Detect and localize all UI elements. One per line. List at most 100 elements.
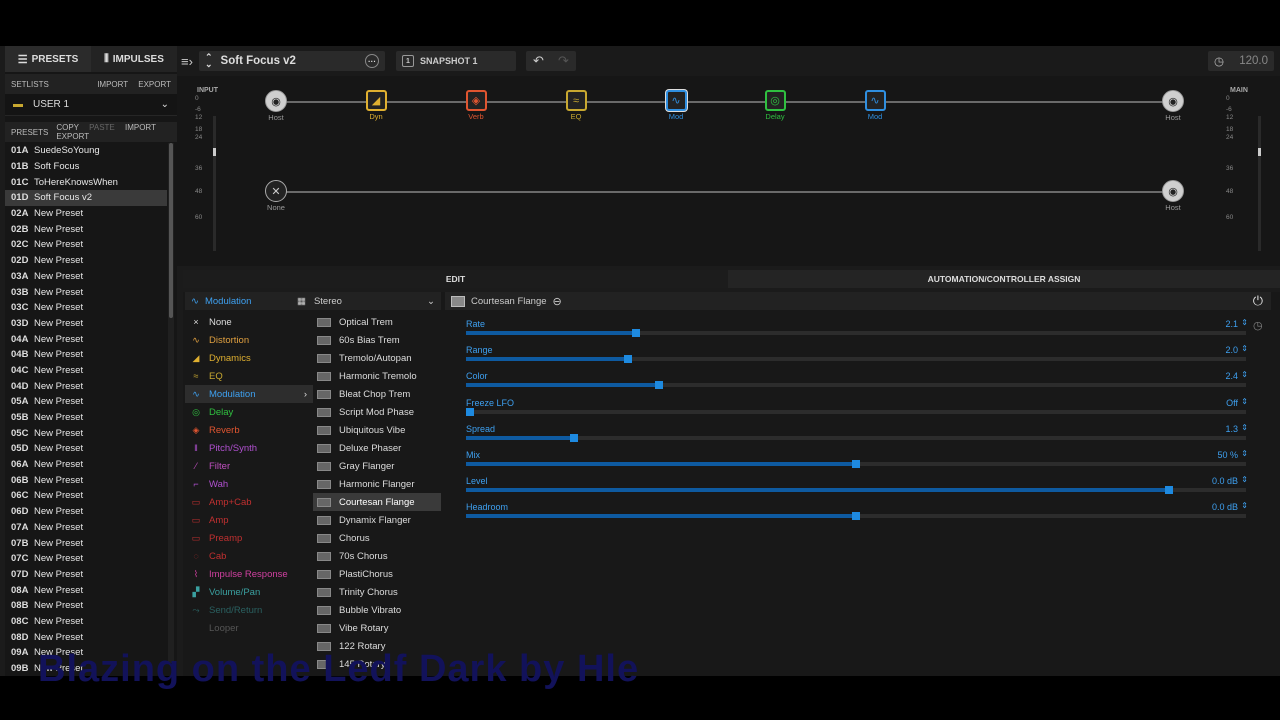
slider-handle[interactable]: [632, 329, 640, 337]
param-headroom[interactable]: Headroom 0.0 dB ⇕: [466, 501, 1248, 528]
preset-item[interactable]: 05A New Preset: [5, 394, 167, 410]
snapshot-button[interactable]: 1 SNAPSHOT 1: [396, 51, 516, 71]
preset-item[interactable]: 08B New Preset: [5, 598, 167, 614]
preset-item[interactable]: 07A New Preset: [5, 520, 167, 536]
param-slider[interactable]: [466, 433, 1246, 442]
model-item[interactable]: Trinity Chorus: [313, 583, 441, 601]
block-host[interactable]: ◉ Host: [1158, 180, 1188, 212]
param-value[interactable]: 2.1: [1225, 319, 1238, 329]
model-item[interactable]: Deluxe Phaser: [313, 439, 441, 457]
model-item[interactable]: Courtesan Flange: [313, 493, 441, 511]
preset-item[interactable]: 04C New Preset: [5, 363, 167, 379]
chevron-down-icon[interactable]: ⌄: [427, 295, 435, 307]
model-item[interactable]: 60s Bias Trem: [313, 331, 441, 349]
block-none[interactable]: ✕ None: [261, 180, 291, 212]
category-item[interactable]: ◢ Dynamics: [185, 349, 313, 367]
param-value[interactable]: 0.0 dB: [1211, 476, 1238, 487]
preset-item[interactable]: 04D New Preset: [5, 378, 167, 394]
preset-item[interactable]: 05D New Preset: [5, 441, 167, 457]
param-mix[interactable]: Mix 50 % ⇕: [466, 449, 1248, 476]
preset-import-button[interactable]: IMPORT: [124, 123, 156, 132]
power-icon[interactable]: ⏻: [1252, 293, 1263, 308]
slider-handle[interactable]: [570, 433, 578, 442]
scrollbar-thumb[interactable]: [169, 143, 173, 318]
model-item[interactable]: Ubiquitous Vibe: [313, 421, 441, 439]
tab-edit[interactable]: EDIT: [183, 270, 728, 288]
param-slider[interactable]: [466, 355, 1246, 364]
param-slider[interactable]: [466, 329, 1246, 337]
preset-item[interactable]: 01D Soft Focus v2: [5, 190, 167, 206]
more-icon[interactable]: ···: [365, 54, 379, 68]
model-item[interactable]: Vibe Rotary: [313, 619, 441, 637]
stepper-icon[interactable]: ⇕: [1241, 501, 1248, 511]
param-rate[interactable]: Rate 2.1 ⇕: [466, 318, 1248, 345]
preset-item[interactable]: 09B New Preset: [5, 661, 167, 676]
setlist-export-button[interactable]: EXPORT: [138, 79, 171, 89]
category-item[interactable]: ◌ Cab: [185, 547, 313, 565]
stepper-icon[interactable]: ⇕: [1241, 344, 1248, 354]
model-item[interactable]: 122 Rotary: [313, 637, 441, 655]
preset-name-field[interactable]: ⌃ ⌄ Soft Focus v2 ···: [199, 51, 385, 71]
category-item[interactable]: ⌇ Impulse Response: [185, 565, 313, 583]
category-item[interactable]: ▞ Volume/Pan: [185, 583, 313, 601]
link-icon[interactable]: ⊖: [552, 295, 562, 308]
block-verb[interactable]: ◈ Verb: [461, 90, 491, 121]
preset-item[interactable]: 06C New Preset: [5, 488, 167, 504]
model-item[interactable]: Harmonic Tremolo: [313, 367, 441, 385]
tempo-sync-icon[interactable]: ◷: [1253, 320, 1263, 332]
param-level[interactable]: Level 0.0 dB ⇕: [466, 475, 1248, 502]
category-item[interactable]: ▭ Amp: [185, 511, 313, 529]
preset-item[interactable]: 05B New Preset: [5, 410, 167, 426]
category-item[interactable]: ‖ Pitch/Synth: [185, 439, 313, 457]
category-item[interactable]: ≈ EQ: [185, 367, 313, 385]
category-item[interactable]: ▭ Amp+Cab: [185, 493, 313, 511]
preset-item[interactable]: 01A SuedeSoYoung: [5, 143, 167, 159]
param-value[interactable]: 50 %: [1217, 450, 1238, 460]
block-dyn[interactable]: ◢ Dyn: [361, 90, 391, 121]
preset-item[interactable]: 08D New Preset: [5, 629, 167, 645]
slider-handle[interactable]: [466, 407, 474, 416]
model-item[interactable]: Script Mod Phase: [313, 403, 441, 421]
category-item[interactable]: ⁄ Filter: [185, 457, 313, 475]
model-item[interactable]: 70s Chorus: [313, 547, 441, 565]
preset-item[interactable]: 06A New Preset: [5, 457, 167, 473]
model-item[interactable]: PlastiChorus: [313, 565, 441, 583]
preset-item[interactable]: 06D New Preset: [5, 504, 167, 520]
stepper-icon[interactable]: ⇕: [1241, 422, 1248, 432]
preset-export-button[interactable]: EXPORT: [56, 132, 90, 141]
model-item[interactable]: Chorus: [313, 529, 441, 547]
model-item[interactable]: Dynamix Flanger: [313, 511, 441, 529]
param-slider[interactable]: [466, 407, 1246, 416]
redo-icon[interactable]: ↷: [558, 53, 569, 68]
slider-handle[interactable]: [624, 355, 632, 364]
category-item[interactable]: ⤳ Send/Return: [185, 601, 313, 619]
tab-presets[interactable]: ☰ PRESETS: [5, 46, 91, 72]
category-item[interactable]: ◎ Delay: [185, 403, 313, 421]
preset-updown-icon[interactable]: ⌃ ⌄: [205, 51, 213, 69]
model-item[interactable]: Bubble Vibrato: [313, 601, 441, 619]
preset-item[interactable]: 05C New Preset: [5, 425, 167, 441]
category-item[interactable]: ▭ Preamp: [185, 529, 313, 547]
param-value[interactable]: 2.4: [1225, 371, 1238, 382]
param-color[interactable]: Color 2.4 ⇕: [466, 370, 1248, 397]
stepper-icon[interactable]: ⇕: [1241, 475, 1248, 485]
preset-item[interactable]: 07B New Preset: [5, 535, 167, 551]
param-slider[interactable]: [466, 460, 1246, 468]
preset-item[interactable]: 03D New Preset: [5, 316, 167, 332]
param-slider[interactable]: [466, 512, 1246, 521]
category-item[interactable]: ◈ Reverb: [185, 421, 313, 439]
preset-item[interactable]: 03B New Preset: [5, 284, 167, 300]
category-item[interactable]: Looper: [185, 619, 313, 637]
setlist-dropdown[interactable]: ▬ USER 1 ⌄: [5, 94, 177, 116]
slider-handle[interactable]: [1165, 486, 1173, 495]
tempo-field[interactable]: ◷ 120.0: [1208, 51, 1274, 71]
slider-handle[interactable]: [655, 381, 663, 390]
block-delay[interactable]: ◎ Delay: [760, 90, 790, 121]
slider-handle[interactable]: [852, 460, 860, 468]
category-item[interactable]: × None: [185, 313, 313, 331]
category-item[interactable]: ⌐ Wah: [185, 475, 313, 493]
preset-item[interactable]: 08A New Preset: [5, 582, 167, 598]
category-dropdown[interactable]: Modulation: [204, 295, 252, 307]
param-value[interactable]: 0.0 dB: [1211, 502, 1238, 513]
preset-item[interactable]: 04B New Preset: [5, 347, 167, 363]
